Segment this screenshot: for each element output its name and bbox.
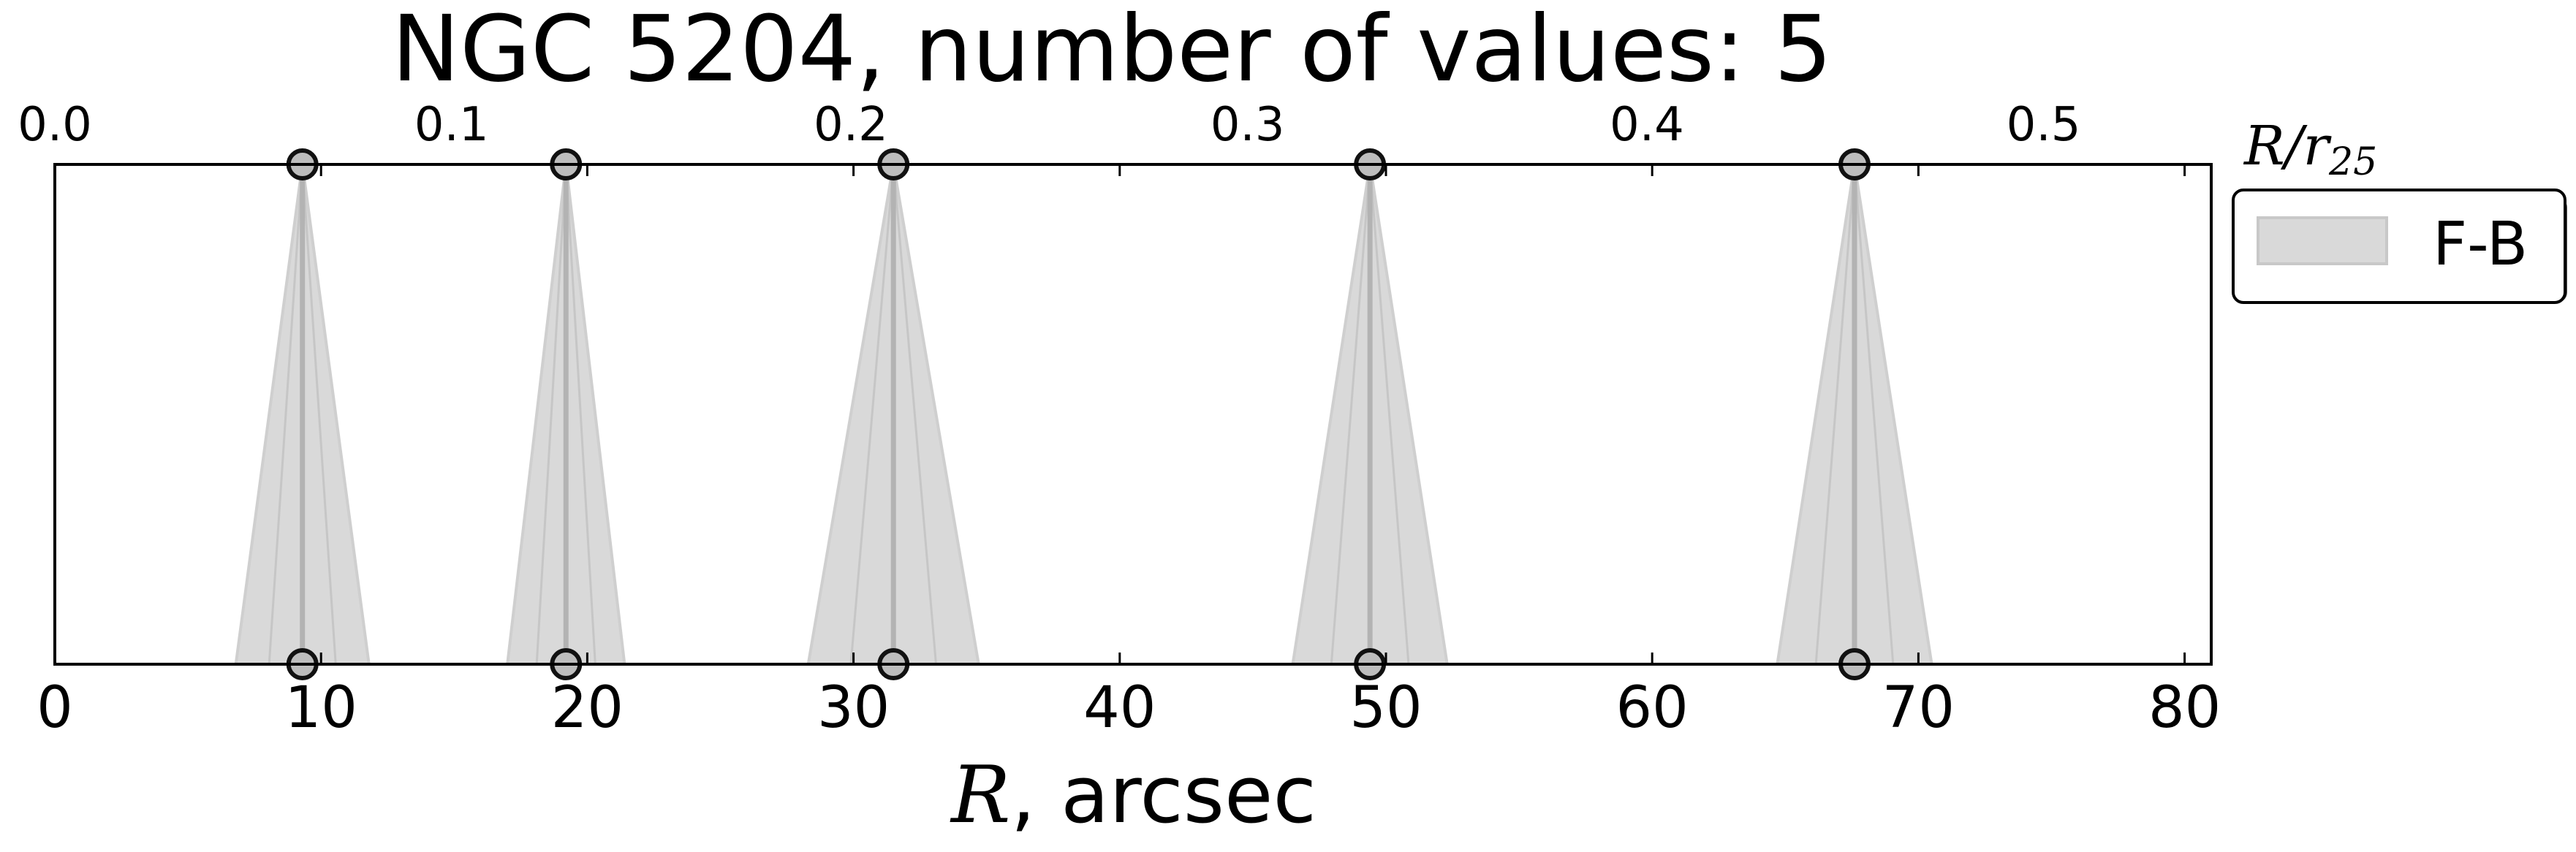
top-tick-label: 0.2: [814, 98, 888, 152]
legend: F-B: [2232, 189, 2567, 304]
x-tick-label: 80: [2148, 675, 2221, 741]
x-tick-label: 40: [1083, 675, 1156, 741]
x-tick-label: 10: [285, 675, 357, 741]
x-tick-label: 70: [1882, 675, 1955, 741]
x-tick-label: 0: [37, 675, 73, 741]
top-axis-label: R/r25: [2243, 115, 2377, 184]
top-tick-label: 0.0: [18, 98, 92, 152]
x-tick-label: 60: [1616, 675, 1689, 741]
legend-label: F-B: [2433, 210, 2528, 279]
bottom-axis-ticks: 0 10 20 30 40 50 60 70 80: [37, 164, 2221, 741]
x-tick-label: 30: [817, 675, 890, 741]
x-tick-label: 50: [1349, 675, 1422, 741]
x-tick-label: 20: [551, 675, 624, 741]
top-tick-label: 0.3: [1211, 98, 1285, 152]
top-axis-ticks: 0.0 0.1 0.2 0.3 0.4 0.5: [18, 98, 2080, 152]
plot-frame: [53, 163, 2213, 666]
x-axis-label: R, arcsec: [950, 750, 1317, 841]
top-tick-label: 0.5: [2007, 98, 2081, 152]
chart-title: NGC 5204, number of values: 5: [392, 0, 1833, 102]
top-tick-label: 0.1: [414, 98, 489, 152]
top-tick-label: 0.4: [1610, 98, 1684, 152]
legend-swatch: [2257, 216, 2388, 265]
data-marks: [234, 148, 1933, 680]
